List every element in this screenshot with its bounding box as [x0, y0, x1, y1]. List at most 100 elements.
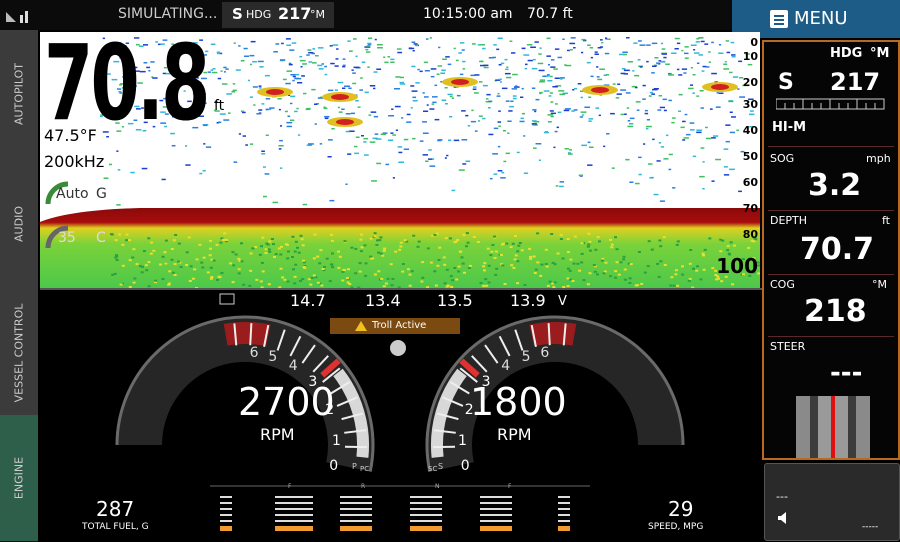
- footer-secondary[interactable]: -----: [862, 522, 878, 532]
- bottom-speckle: [132, 248, 135, 250]
- bottom-speckle: [534, 272, 537, 274]
- sonar-echo: [515, 85, 517, 87]
- sonar-echo: [290, 103, 292, 105]
- bottom-speckle: [150, 253, 153, 255]
- level-bar: [480, 496, 512, 498]
- sonar-echo: [558, 57, 562, 59]
- bottom-speckle: [689, 263, 692, 265]
- alert-text: Troll Active: [372, 320, 426, 331]
- sonar-echo: [640, 66, 643, 68]
- bottom-speckle: [186, 251, 189, 253]
- tab-label[interactable]: VESSEL CONTROL: [13, 303, 26, 402]
- sonar-echo: [279, 148, 282, 150]
- sonar-echo: [532, 123, 537, 125]
- sonar-echo: [656, 62, 660, 64]
- sonar-echo: [412, 90, 418, 92]
- sonar-echo: [211, 69, 214, 71]
- menu-icon[interactable]: [770, 10, 788, 28]
- menu-label[interactable]: MENU: [794, 8, 848, 29]
- tab-autopilot[interactable]: AUTOPILOT: [0, 30, 38, 159]
- sonar-echo: [236, 69, 241, 71]
- bottom-speckle: [374, 274, 377, 276]
- bottom-speckle: [363, 244, 366, 246]
- sonar-echo: [226, 93, 232, 95]
- sonar-echo: [569, 43, 575, 45]
- sonar-echo: [494, 128, 498, 130]
- depth-scale-label: 40: [743, 124, 758, 137]
- sonar-echo: [498, 126, 501, 128]
- sonar-echo: [532, 109, 536, 111]
- sonar-echo: [694, 52, 699, 54]
- speaker-icon[interactable]: [778, 512, 788, 524]
- sonar-echo: [432, 102, 436, 104]
- bottom-speckle: [560, 238, 563, 240]
- bottom-speckle: [370, 238, 373, 240]
- sonar-echo: [459, 169, 465, 171]
- panel-cog-unit: °M: [872, 278, 887, 291]
- bottom-speckle: [482, 265, 485, 267]
- status-heading-unit: °M: [310, 8, 325, 21]
- sonar-echo: [445, 56, 450, 58]
- sonar-echo: [551, 116, 554, 118]
- footer-value[interactable]: ---: [776, 490, 788, 503]
- sonar-echo: [404, 149, 409, 151]
- bottom-speckle: [248, 285, 251, 287]
- bottom-speckle: [319, 249, 322, 251]
- bottom-speckle: [115, 239, 118, 241]
- sonar-echo: [581, 52, 583, 54]
- bottom-speckle: [677, 240, 680, 242]
- fish-arch: [336, 119, 354, 125]
- bottom-speckle: [418, 241, 421, 243]
- bottom-speckle: [302, 244, 305, 246]
- bottom-speckle: [630, 263, 633, 265]
- sonar-echo: [413, 100, 418, 102]
- sonar-echo: [375, 133, 379, 135]
- sonar-echo: [538, 63, 543, 64]
- level-bar: [410, 496, 442, 498]
- sonar-echo: [265, 173, 270, 175]
- gauge-tick: [250, 323, 251, 345]
- bottom-speckle: [136, 263, 139, 265]
- sonar-echo: [581, 39, 585, 41]
- depth-scale-label: 50: [743, 150, 758, 163]
- bottom-speckle: [193, 268, 196, 270]
- sonar-echo: [525, 64, 528, 66]
- sonar-echo: [423, 154, 428, 156]
- bottom-speckle: [200, 262, 203, 264]
- bottom-speckle: [272, 243, 275, 245]
- gauge-redline: [532, 333, 575, 335]
- sonar-echo: [555, 78, 560, 80]
- bottom-speckle: [491, 244, 494, 246]
- sonar-echo: [336, 58, 339, 60]
- tab-label[interactable]: ENGINE: [13, 457, 26, 499]
- sonar-echo: [624, 73, 628, 75]
- tab-label[interactable]: AUTOPILOT: [13, 63, 26, 125]
- sonar-echo: [296, 108, 298, 110]
- sonar-echo: [506, 67, 508, 69]
- panel-sog-label: SOG: [770, 152, 794, 165]
- sonar-echo: [675, 48, 679, 50]
- tab-label[interactable]: AUDIO: [13, 206, 26, 242]
- bottom-speckle: [500, 254, 503, 256]
- bottom-speckle: [689, 278, 692, 280]
- bottom-speckle: [562, 258, 565, 260]
- bottom-speckle: [375, 244, 378, 246]
- tab-audio[interactable]: AUDIO: [0, 158, 38, 291]
- sonar-echo: [547, 74, 550, 76]
- bottom-speckle: [669, 285, 672, 287]
- sonar-echo: [384, 62, 388, 64]
- bottom-speckle: [114, 257, 117, 259]
- bottom-speckle: [359, 262, 362, 264]
- bottom-speckle: [482, 285, 485, 287]
- level-bar: [480, 514, 512, 516]
- tab-engine[interactable]: ENGINE: [0, 415, 38, 542]
- bottom-speckle: [560, 234, 563, 236]
- signal-icon: [6, 8, 36, 24]
- gauge-tick-label: 4: [501, 358, 510, 374]
- bottom-speckle: [673, 285, 676, 287]
- tab-vessel-control[interactable]: VESSEL CONTROL: [0, 290, 38, 416]
- bottom-speckle: [747, 247, 750, 249]
- sonar-echo: [318, 47, 324, 49]
- sonar-echo: [715, 159, 721, 161]
- bottom-speckle: [303, 266, 306, 268]
